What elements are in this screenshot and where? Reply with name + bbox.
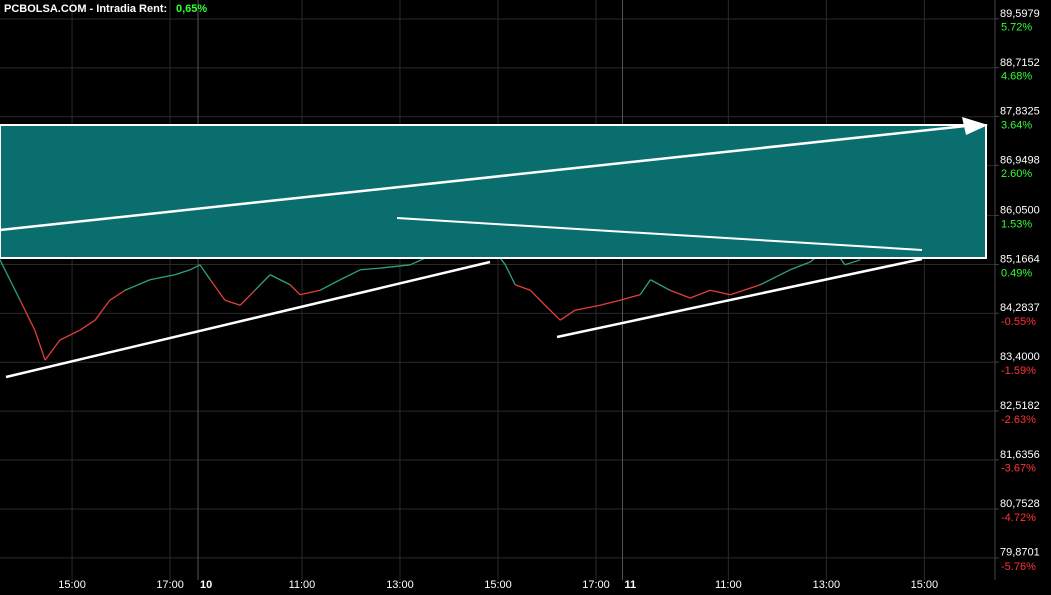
y-tick-label: 79,8701 [1000,547,1040,559]
x-tick-label: 15:00 [484,579,512,591]
x-tick-label: 15:00 [58,579,86,591]
price-segment [254,274,271,291]
x-tick-label: 17:00 [582,579,610,591]
price-segment [504,264,516,286]
price-segment [409,257,426,266]
price-segment [599,299,621,306]
y2-tick-label: 1.53% [1001,218,1032,230]
y2-tick-label: -3.67% [1001,463,1036,475]
y-tick-label: 88,7152 [1000,57,1040,69]
price-segment [360,267,381,271]
price-segment [574,304,601,311]
price-segment [789,261,811,271]
y2-tick-label: 0.49% [1001,267,1032,279]
y2-tick-label: -4.72% [1001,512,1036,524]
x-tick-label: 17:00 [156,579,184,591]
x-tick-label: 11:00 [715,579,742,591]
x-tick-label: 13:00 [386,579,414,591]
y2-tick-label: 2.60% [1001,168,1032,180]
price-segment [844,259,861,266]
price-segment [0,259,21,301]
y2-tick-label: -1.59% [1001,365,1036,377]
price-segment [19,299,36,331]
rent-value: 0,65% [176,3,207,15]
y-tick-label: 80,7528 [1000,498,1040,510]
price-segment [669,289,691,299]
price-segment [34,329,46,361]
y-tick-label: 85,1664 [1000,253,1040,265]
price-segment [199,264,211,281]
price-segment [529,289,546,306]
support-line [5,260,491,379]
x-tick-label: 10 [200,579,212,591]
trend-arrow [0,123,976,232]
price-segment [710,289,731,296]
y-tick-label: 87,8325 [1000,106,1040,118]
price-segment [189,264,201,271]
price-segment [319,279,341,291]
price-segment [559,309,576,321]
price-segment [339,269,361,281]
price-segment [639,279,651,296]
y-tick-label: 81,6356 [1000,449,1040,461]
y2-tick-label: -5.76% [1001,561,1036,573]
x-tick-label: 13:00 [813,579,841,591]
y-tick-label: 83,4000 [1000,351,1040,363]
price-segment [109,289,126,301]
y-tick-label: 82,5182 [1000,400,1040,412]
y-tick-label: 86,0500 [1000,204,1040,216]
price-segment [224,299,241,306]
y2-tick-label: 3.64% [1001,119,1032,131]
price-segment [759,269,791,286]
highlight-zone [0,124,987,259]
x-tick-label: 11 [624,579,636,591]
y2-tick-label: -2.63% [1001,414,1036,426]
x-tick-label: 11:00 [289,579,316,591]
price-segment [44,339,61,361]
price-segment [269,274,291,286]
price-segment [289,284,301,296]
y-tick-label: 84,2837 [1000,302,1040,314]
price-segment [79,319,96,331]
arrow-head [962,117,988,135]
y2-tick-label: 5.72% [1001,22,1032,34]
price-segment [59,329,81,341]
y2-tick-label: -0.55% [1001,316,1036,328]
price-segment [149,274,176,281]
y-tick-label: 86,9498 [1000,155,1040,167]
resistance-line [396,217,923,251]
price-segment [239,289,256,306]
price-segment [730,284,761,296]
price-segment [619,294,641,301]
chart-title: PCBOLSA.COM - Intradia Rent: [4,3,167,15]
price-segment [174,269,191,276]
y-tick-label: 89,5979 [1000,8,1040,20]
x-tick-label: 15:00 [911,579,939,591]
price-segment [650,279,671,291]
grid [0,0,995,580]
support-line [556,257,923,339]
y2-tick-label: 4.68% [1001,71,1032,83]
price-segment [514,284,531,291]
price-segment [94,299,111,321]
price-segment [689,289,711,299]
price-segment [544,304,561,321]
price-segment [124,279,151,291]
price-segment [209,279,226,301]
price-segment [299,289,321,296]
price-segment [380,264,411,269]
